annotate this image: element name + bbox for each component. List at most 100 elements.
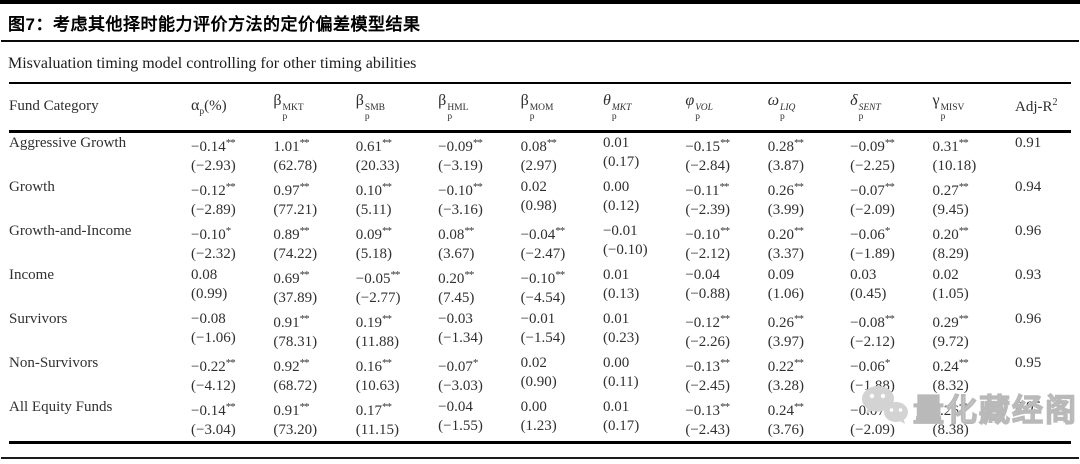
data-cell: −0.10** (−3.16) bbox=[438, 177, 520, 221]
data-cell: −0.22** (−4.12) bbox=[191, 353, 273, 397]
cell-tstat: (−1.34) bbox=[438, 330, 483, 346]
cell-tstat: (3.76) bbox=[767, 422, 804, 438]
cell-tstat: (−1.54) bbox=[520, 330, 566, 346]
data-cell: 0.01 (0.13) bbox=[603, 265, 685, 309]
data-cell: −0.08** (−2.12) bbox=[850, 309, 932, 353]
title-divider bbox=[1, 40, 1079, 42]
cell-tstat: (10.18) bbox=[932, 158, 977, 174]
cell-tstat: (3.99) bbox=[767, 202, 804, 218]
data-cell: −0.13** (−2.45) bbox=[685, 353, 767, 397]
cell-value: −0.15** bbox=[685, 137, 730, 155]
cell-value: 0.97** bbox=[273, 181, 309, 199]
cell-value: 0.26** bbox=[932, 401, 969, 419]
fund-category-label: Survivors bbox=[9, 311, 68, 327]
data-cell: −0.09** (−3.19) bbox=[438, 132, 520, 178]
data-cell: 0.24** (3.76) bbox=[768, 397, 850, 443]
cell-tstat: (−3.03) bbox=[438, 378, 483, 394]
cell-tstat: (78.31) bbox=[273, 334, 318, 350]
data-cell: −0.06* (−1.88) bbox=[850, 353, 932, 397]
cell-tstat: (11.15) bbox=[355, 422, 399, 438]
data-cell: 1.01** (62.78) bbox=[273, 132, 355, 178]
cell-tstat: (9.72) bbox=[932, 334, 969, 350]
cell-tstat bbox=[1015, 153, 1071, 172]
data-cell: 0.02 (1.05) bbox=[933, 265, 1015, 309]
cell-value: 0.24** bbox=[932, 357, 969, 375]
data-cell: −0.10* (−2.32) bbox=[191, 221, 273, 265]
cell-tstat bbox=[1015, 197, 1071, 216]
table-row: Growth-and-Income −0.10* (−2.32) 0.89** (74.… bbox=[9, 221, 1071, 265]
cell-value: 0.01 bbox=[602, 135, 630, 151]
data-cell: 0.01 (0.17) bbox=[603, 132, 685, 178]
cell-value: −0.09** bbox=[850, 137, 895, 155]
cell-value: 0.89** bbox=[273, 225, 309, 243]
cell-tstat: (10.63) bbox=[355, 378, 400, 394]
data-cell: 0.09** (5.18) bbox=[356, 221, 438, 265]
data-cell: 0.24** (8.32) bbox=[933, 353, 1015, 397]
cell-tstat: (7.45) bbox=[438, 290, 475, 306]
data-cell: −0.10** (−2.12) bbox=[685, 221, 767, 265]
table-row: Growth −0.12** (−2.89) 0.97** (77.21) 0.10** (… bbox=[9, 177, 1071, 221]
cell-tstat: (73.20) bbox=[273, 422, 318, 438]
cell-value: −0.01 bbox=[520, 311, 556, 327]
cell-tstat: (8.29) bbox=[932, 246, 969, 262]
cell-tstat: (−2.26) bbox=[685, 334, 731, 350]
data-cell: 0.27** (9.45) bbox=[933, 177, 1015, 221]
cell-value: −0.12** bbox=[685, 313, 730, 331]
data-cell: −0.04 (−0.88) bbox=[685, 265, 767, 309]
cell-value: 0.16** bbox=[355, 357, 392, 375]
cell-value: 0.08** bbox=[438, 225, 474, 243]
column-header-beta_mkt: β MKT p bbox=[273, 83, 356, 133]
cell-tstat: (−2.39) bbox=[685, 202, 731, 218]
data-cell: 0.61** (20.33) bbox=[356, 132, 438, 178]
cell-tstat: (−2.12) bbox=[850, 334, 895, 350]
data-cell: 0.91** (78.31) bbox=[273, 309, 355, 353]
cell-value: −0.09** bbox=[438, 137, 483, 155]
fund-category-cell: Survivors bbox=[9, 309, 191, 353]
figure-title: 图7：考虑其他择时能力评价方法的定价偏差模型结果 bbox=[8, 15, 421, 34]
column-header-beta_hml: β HML p bbox=[438, 83, 521, 133]
cell-tstat: (0.90) bbox=[520, 374, 557, 390]
cell-value: 0.09 bbox=[767, 267, 794, 283]
cell-tstat: (−2.43) bbox=[685, 422, 731, 438]
cell-tstat: (0.98) bbox=[520, 198, 557, 214]
data-cell: 0.01 (0.23) bbox=[603, 309, 685, 353]
cell-tstat: (−3.16) bbox=[438, 202, 483, 218]
data-cell: −0.07** (−2.09) bbox=[850, 397, 932, 443]
data-cell: 0.91 bbox=[1015, 132, 1071, 178]
cell-tstat: (−3.19) bbox=[438, 158, 483, 174]
cell-value: 0.96 bbox=[1015, 223, 1042, 239]
data-cell: 0.26** (8.38) bbox=[933, 397, 1015, 443]
data-cell: 0.17** (11.15) bbox=[356, 397, 438, 443]
cell-value: −0.07* bbox=[438, 357, 478, 375]
data-cell: 0.93 bbox=[1015, 265, 1071, 309]
data-cell: 0.26** (3.99) bbox=[768, 177, 850, 221]
fund-category-label: Growth bbox=[9, 179, 55, 195]
data-cell: 0.92** (68.72) bbox=[273, 353, 355, 397]
cell-value: −0.13** bbox=[685, 357, 730, 375]
cell-value: −0.12** bbox=[191, 181, 236, 199]
fund-category-label: Growth-and-Income bbox=[9, 223, 132, 239]
data-cell: 0.00 (0.11) bbox=[603, 353, 685, 397]
fund-category-label: All Equity Funds bbox=[9, 399, 113, 415]
cell-value: −0.07** bbox=[850, 401, 895, 419]
column-header-omega_liq: ω LIQ p bbox=[767, 83, 851, 133]
cell-tstat: (3.37) bbox=[767, 246, 804, 262]
cell-value: −0.06* bbox=[850, 225, 890, 243]
cell-value: −0.08 bbox=[191, 311, 226, 327]
cell-tstat: (−2.89) bbox=[191, 202, 236, 218]
cell-value: −0.08** bbox=[850, 313, 895, 331]
cell-value: 0.01 bbox=[602, 399, 630, 415]
cell-tstat: (−1.88) bbox=[850, 378, 895, 394]
table-row: Income 0.08 (0.99) 0.69** (37.89) −0.05** (−2.… bbox=[9, 265, 1071, 309]
data-cell: −0.15** (−2.84) bbox=[685, 132, 767, 178]
cell-tstat: (3.28) bbox=[767, 378, 804, 394]
data-cell: 0.96 bbox=[1015, 221, 1071, 265]
cell-tstat: (−0.88) bbox=[685, 286, 731, 302]
cell-value: 0.24** bbox=[767, 401, 804, 419]
cell-value: −0.04 bbox=[685, 267, 721, 283]
data-cell: 0.31** (10.18) bbox=[933, 132, 1015, 178]
cell-value: −0.10** bbox=[438, 181, 483, 199]
cell-tstat: (−3.04) bbox=[191, 422, 236, 438]
cell-tstat bbox=[1015, 329, 1071, 348]
